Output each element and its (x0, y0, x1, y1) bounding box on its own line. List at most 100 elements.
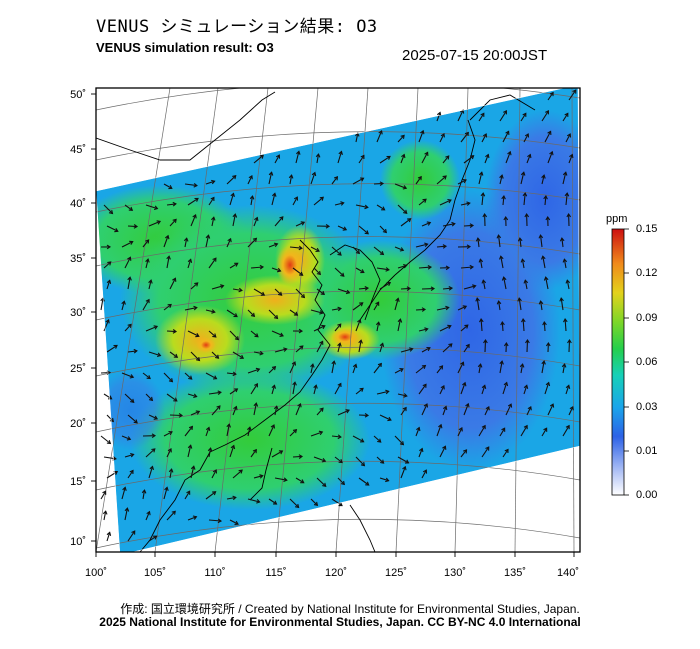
wind-arrow (166, 448, 172, 458)
wind-arrow (253, 288, 265, 296)
wind-arrow (208, 257, 217, 269)
wind-arrow (503, 277, 507, 290)
wind-arrow-head (156, 220, 162, 225)
wind-arrow-head (133, 224, 139, 229)
wind-arrow-head (145, 298, 150, 304)
wind-arrow-head (211, 216, 216, 221)
wind-arrow (163, 183, 173, 189)
wind-arrow-head (247, 426, 252, 431)
wind-arrow (211, 217, 215, 227)
wind-arrow (544, 382, 550, 395)
wind-arrow-head (130, 452, 135, 458)
wind-arrow-head (259, 474, 264, 479)
wind-arrow (253, 403, 257, 416)
wind-arrow-head (268, 171, 274, 176)
wind-arrow-head (562, 258, 568, 263)
wind-arrow (229, 330, 239, 340)
wind-arrow (205, 491, 216, 500)
wind-arrow-head (475, 237, 481, 242)
wind-arrow (476, 298, 480, 311)
wind-arrow-head (311, 171, 317, 177)
wind-arrow (106, 471, 118, 479)
wind-arrow (564, 318, 567, 332)
wind-arrow-head (403, 393, 408, 398)
wind-arrow-head (188, 375, 193, 380)
wind-arrow-head (190, 465, 196, 470)
wind-arrow-head (499, 174, 504, 179)
wind-arrow (289, 429, 297, 437)
wind-arrow-head (470, 155, 475, 160)
wind-arrow-head (359, 387, 364, 392)
wind-arrow (563, 259, 567, 269)
wind-arrow-head (172, 277, 177, 282)
wind-arrow-head (272, 192, 277, 197)
wind-arrow-head (273, 242, 279, 248)
wind-arrow-head (319, 310, 324, 315)
wind-arrow (100, 435, 111, 444)
credit-line: 作成: 国立環境研究所 / Created by National Instit… (120, 602, 580, 616)
wind-arrow-head (542, 320, 547, 326)
wind-arrow-head (148, 396, 154, 402)
wind-arrow (331, 435, 341, 438)
wind-arrow-head (520, 171, 526, 176)
wind-arrow-head (397, 318, 403, 323)
wind-arrow (436, 175, 447, 185)
wind-arrow-head (359, 177, 365, 182)
wind-arrow-head (114, 228, 119, 233)
wind-arrow (568, 406, 574, 416)
wind-arrow-head (234, 336, 240, 341)
wind-arrow-head (107, 261, 112, 266)
wind-arrow-head (283, 477, 288, 483)
wind-arrow-head (448, 286, 454, 291)
wind-arrow-head (106, 531, 112, 536)
wind-arrow (460, 324, 469, 332)
wind-arrow (166, 510, 176, 521)
wind-arrow (337, 343, 341, 353)
wind-arrow-head (507, 150, 512, 156)
wind-arrow (352, 246, 360, 254)
wind-arrow (124, 453, 134, 458)
wind-arrow-head (442, 175, 447, 180)
wind-arrow (478, 172, 483, 185)
wind-arrow-head (447, 324, 452, 329)
wind-arrow-head (211, 309, 216, 314)
wind-arrow-head (359, 302, 364, 307)
wind-arrow (226, 372, 236, 375)
wind-arrow-head (149, 465, 155, 471)
wind-arrow (190, 351, 200, 361)
wind-arrow-head (102, 490, 107, 495)
wind-arrow-head (387, 416, 392, 422)
wind-arrow (505, 151, 511, 164)
wind-arrow-head (252, 237, 258, 242)
wind-arrow (415, 365, 426, 374)
wind-arrow (232, 469, 243, 479)
lat-label: 35˚ (70, 253, 86, 265)
wind-arrow-head (442, 445, 447, 450)
wind-arrow-head (377, 362, 382, 368)
wind-arrow-head (562, 171, 568, 176)
wind-arrow (274, 477, 287, 481)
wind-arrow (148, 414, 158, 420)
wind-arrow (247, 309, 255, 317)
wind-arrow-head (485, 446, 490, 451)
wind-arrow-head (406, 286, 412, 291)
wind-arrow (145, 511, 151, 521)
wind-arrow (142, 372, 151, 379)
wind-arrow-head (106, 244, 112, 250)
wind-arrow-head (375, 321, 381, 326)
wind-arrow (334, 456, 343, 463)
wind-arrow-head (480, 112, 485, 117)
wind-arrow-head (525, 338, 530, 344)
wind-arrow-head (195, 333, 200, 338)
wind-arrow-head (352, 363, 358, 369)
wind-arrow-head (386, 282, 392, 287)
wind-arrow-head (409, 347, 414, 352)
wind-arrow-head (559, 237, 565, 242)
lon-label: 125˚ (385, 567, 407, 579)
wind-arrow (331, 246, 342, 256)
wind-arrow (289, 498, 299, 508)
wind-arrow-head (127, 256, 132, 261)
wind-arrow-head (445, 155, 450, 160)
wind-arrow (545, 277, 549, 290)
wind-arrow (247, 175, 253, 185)
